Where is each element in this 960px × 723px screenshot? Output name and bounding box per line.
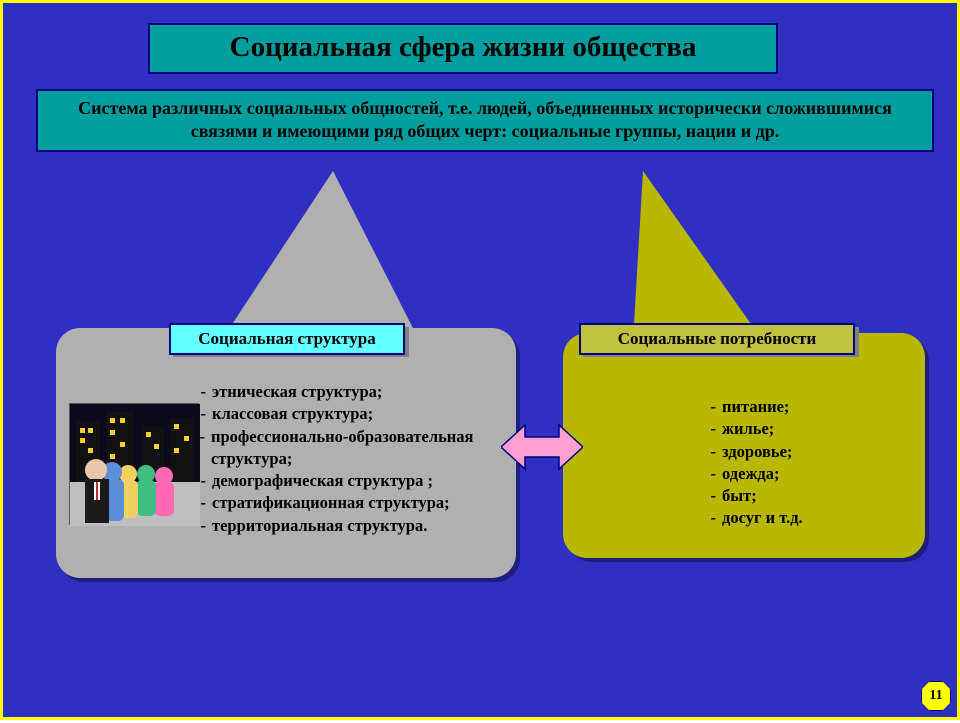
callout-right (633, 171, 763, 341)
list-item: -демографическая структура ; (198, 470, 513, 492)
list-item: -быт; (708, 485, 908, 507)
page-number-badge: 11 (921, 681, 951, 711)
callout-left (223, 171, 418, 338)
list-item: -стратификационная структура; (198, 492, 513, 514)
list-item: -питание; (708, 396, 908, 418)
list-item: -досуг и т.д. (708, 507, 908, 529)
list-social-needs: -питание;-жилье;-здоровье;-одежда;-быт;-… (708, 396, 908, 530)
list-item: -жилье; (708, 418, 908, 440)
subtitle-right: Социальные потребности (579, 323, 855, 355)
slide: Социальная сфера жизни общества Система … (0, 0, 960, 720)
people-clipart (69, 403, 199, 525)
definition-box: Система различных социальных общностей, … (36, 89, 934, 152)
subtitle-left: Социальная структура (169, 323, 405, 355)
list-item: -одежда; (708, 463, 908, 485)
list-item: - профессионально-образовательная структ… (198, 426, 513, 471)
bidirectional-arrow-icon (501, 419, 583, 475)
list-item: -этническая структура; (198, 381, 513, 403)
list-social-structure: -этническая структура;- классовая структ… (198, 381, 513, 537)
subtitle-left-wrap: Социальная структура (169, 323, 405, 353)
list-item: -здоровье; (708, 441, 908, 463)
slide-title: Социальная сфера жизни общества (148, 23, 778, 74)
subtitle-right-wrap: Социальные потребности (579, 323, 855, 353)
list-item: -территориальная структура. (198, 515, 513, 537)
list-item: - классовая структура; (198, 403, 513, 425)
